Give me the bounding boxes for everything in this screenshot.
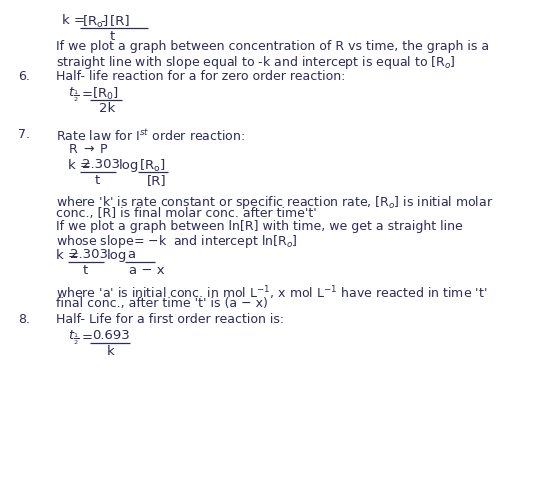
Text: $\mathregular{[R_o]}$: $\mathregular{[R_o]}$ <box>139 158 166 174</box>
Text: log: log <box>119 159 140 172</box>
Text: 8.: 8. <box>18 313 30 326</box>
Text: straight line with slope equal to -k and intercept is equal to [R$_o$]: straight line with slope equal to -k and… <box>56 54 455 71</box>
Text: Half- Life for a first order reaction is:: Half- Life for a first order reaction is… <box>56 313 284 326</box>
Text: If we plot a graph between concentration of R vs time, the graph is a: If we plot a graph between concentration… <box>56 40 489 53</box>
Text: log: log <box>107 249 127 262</box>
Text: =: = <box>82 88 93 101</box>
Text: $t_{\frac{1}{2}}$: $t_{\frac{1}{2}}$ <box>68 329 80 347</box>
Text: k =: k = <box>56 249 79 262</box>
Text: 0.693: 0.693 <box>92 329 130 342</box>
Text: a − x: a − x <box>129 264 165 277</box>
Text: a: a <box>127 248 135 261</box>
Text: t: t <box>110 30 115 43</box>
Text: Rate law for I$^{st}$ order reaction:: Rate law for I$^{st}$ order reaction: <box>56 128 245 144</box>
Text: t: t <box>83 264 88 277</box>
Text: [R]: [R] <box>147 174 167 187</box>
Text: 2k: 2k <box>99 102 115 115</box>
Text: Half- life reaction for a for zero order reaction:: Half- life reaction for a for zero order… <box>56 70 345 83</box>
Text: conc., [R] is final molar conc. after time't': conc., [R] is final molar conc. after ti… <box>56 207 317 220</box>
Text: k: k <box>107 345 115 358</box>
Text: k =: k = <box>68 159 91 172</box>
Text: k =: k = <box>62 14 85 27</box>
Text: $\mathregular{[R_o]}$: $\mathregular{[R_o]}$ <box>82 14 108 30</box>
Text: whose slope= $-$k  and intercept ln[R$_o$]: whose slope= $-$k and intercept ln[R$_o$… <box>56 233 297 250</box>
Text: t: t <box>95 174 100 187</box>
Text: 2.303: 2.303 <box>70 248 108 261</box>
Text: If we plot a graph between ln[R] with time, we get a straight line: If we plot a graph between ln[R] with ti… <box>56 220 463 233</box>
Text: $\mathregular{[R_0]}$: $\mathregular{[R_0]}$ <box>92 86 119 102</box>
Text: where 'k' is rate constant or specific reaction rate, [R$_o$] is initial molar: where 'k' is rate constant or specific r… <box>56 194 493 211</box>
Text: - [R]: - [R] <box>101 14 130 27</box>
Text: $t_{\frac{1}{2}}$: $t_{\frac{1}{2}}$ <box>68 86 80 104</box>
Text: =: = <box>82 331 93 344</box>
Text: R $\rightarrow$ P: R $\rightarrow$ P <box>68 143 109 156</box>
Text: 7.: 7. <box>18 128 30 141</box>
Text: 2.303: 2.303 <box>82 158 120 171</box>
Text: 6.: 6. <box>18 70 30 83</box>
Text: final conc., after time 't' is (a − x): final conc., after time 't' is (a − x) <box>56 297 268 310</box>
Text: where 'a' is initial conc. in mol L$^{-1}$, x mol L$^{-1}$ have reacted in time : where 'a' is initial conc. in mol L$^{-1… <box>56 284 487 301</box>
